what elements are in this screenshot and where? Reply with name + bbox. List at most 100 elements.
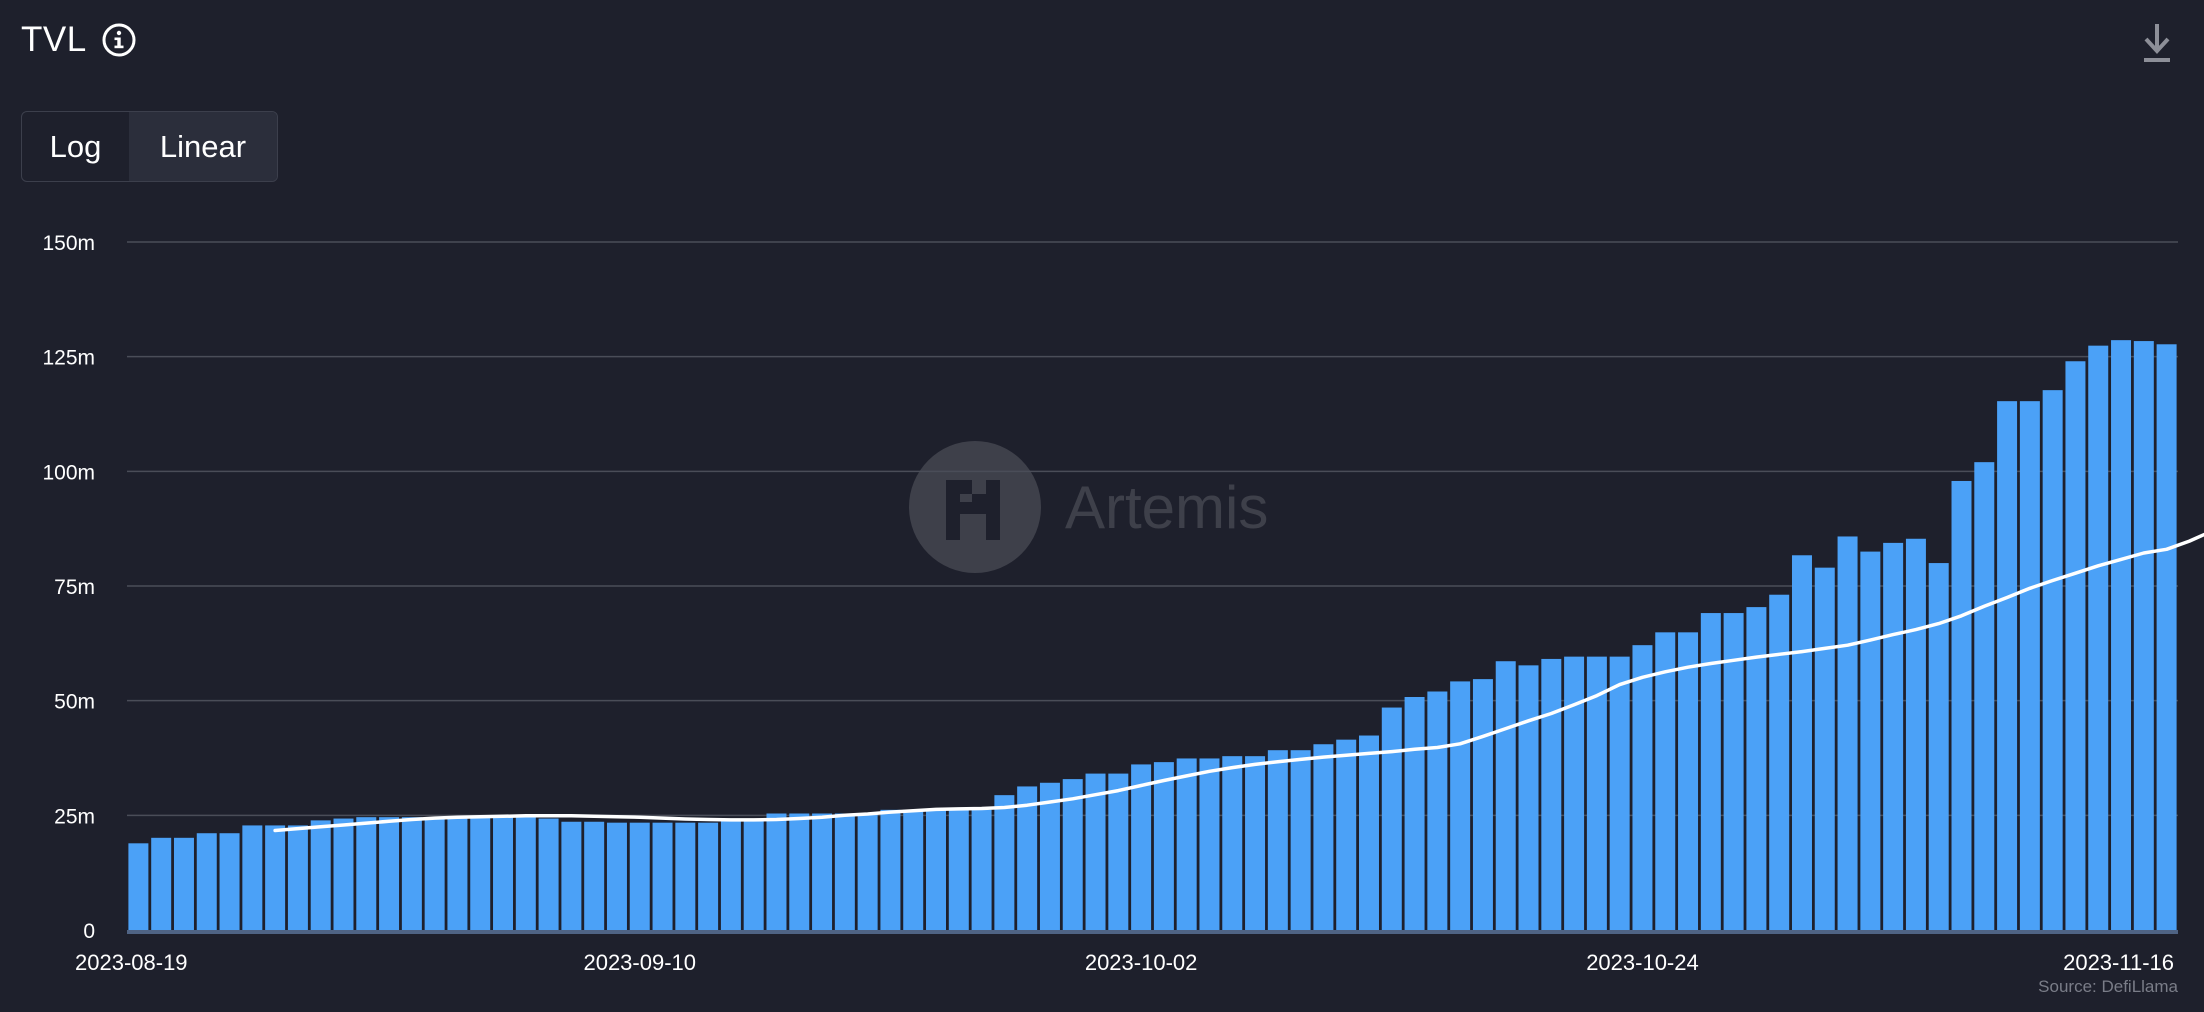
bar[interactable] <box>1974 462 1995 930</box>
bar[interactable] <box>1791 555 1812 930</box>
bar[interactable] <box>1883 542 1904 930</box>
info-icon[interactable] <box>101 22 137 58</box>
bar[interactable] <box>1541 658 1562 930</box>
bar[interactable] <box>1928 563 1949 930</box>
bar[interactable] <box>1108 773 1129 930</box>
bar[interactable] <box>926 809 946 930</box>
bar[interactable] <box>470 816 491 930</box>
bar[interactable] <box>1131 764 1152 930</box>
bar[interactable] <box>1837 536 1858 930</box>
bar[interactable] <box>1700 613 1721 930</box>
source-label: Source: DefiLlama <box>2038 977 2178 996</box>
bar[interactable] <box>743 820 764 930</box>
bar[interactable] <box>2156 344 2177 930</box>
y-tick-label: 125m <box>42 347 95 370</box>
bar[interactable] <box>1245 756 1266 930</box>
bar[interactable] <box>1450 681 1471 930</box>
bar[interactable] <box>629 822 650 930</box>
bar[interactable] <box>1586 656 1607 930</box>
bar[interactable] <box>1039 782 1060 930</box>
bar[interactable] <box>971 809 992 930</box>
bar[interactable] <box>447 817 468 930</box>
bar[interactable] <box>1359 735 1379 930</box>
x-tick-label: 2023-10-02 <box>1085 950 1198 975</box>
bar[interactable] <box>424 817 445 930</box>
bar[interactable] <box>1860 551 1881 930</box>
bar[interactable] <box>356 817 377 930</box>
bar[interactable] <box>310 820 331 930</box>
grid-lines <box>127 241 2178 817</box>
bar[interactable] <box>1199 758 1220 930</box>
bar[interactable] <box>1336 739 1357 930</box>
linear-scale-button[interactable]: Linear <box>129 112 277 181</box>
bar[interactable] <box>1655 632 1676 930</box>
bar[interactable] <box>789 813 810 930</box>
bar[interactable] <box>219 833 240 930</box>
bar[interactable] <box>1176 758 1197 930</box>
bar[interactable] <box>242 825 263 930</box>
y-tick-label: 50m <box>54 691 95 714</box>
bar[interactable] <box>1495 661 1516 930</box>
bar[interactable] <box>994 795 1015 930</box>
bar[interactable] <box>401 817 422 930</box>
bar[interactable] <box>2133 341 2154 930</box>
bar[interactable] <box>561 821 582 930</box>
bar[interactable] <box>948 809 969 930</box>
bar[interactable] <box>493 816 514 930</box>
bar[interactable] <box>1814 567 1835 930</box>
bar[interactable] <box>287 825 308 930</box>
download-icon[interactable] <box>2140 24 2174 64</box>
bar[interactable] <box>606 822 627 930</box>
bar[interactable] <box>515 816 536 930</box>
bar[interactable] <box>265 825 286 930</box>
bar[interactable] <box>698 822 719 930</box>
bar[interactable] <box>1427 691 1448 930</box>
bar[interactable] <box>538 818 559 930</box>
bar[interactable] <box>196 833 217 930</box>
bar[interactable] <box>720 820 741 930</box>
bar[interactable] <box>675 822 696 930</box>
bar[interactable] <box>1997 401 2018 930</box>
bar[interactable] <box>1404 696 1425 930</box>
bar[interactable] <box>1062 779 1083 930</box>
bar[interactable] <box>1769 594 1790 930</box>
bar[interactable] <box>1472 679 1493 930</box>
bar[interactable] <box>128 843 149 930</box>
bar[interactable] <box>1609 656 1630 930</box>
bar[interactable] <box>1518 665 1539 930</box>
bar[interactable] <box>1723 613 1744 930</box>
bar[interactable] <box>2065 361 2086 931</box>
bar[interactable] <box>1678 632 1699 930</box>
bar[interactable] <box>1313 744 1334 930</box>
bar[interactable] <box>1085 773 1106 930</box>
bar[interactable] <box>1564 656 1585 930</box>
bar[interactable] <box>834 813 855 930</box>
bar[interactable] <box>333 818 354 930</box>
bar[interactable] <box>1153 762 1174 930</box>
bar[interactable] <box>584 821 605 930</box>
bar[interactable] <box>1222 756 1243 930</box>
bar[interactable] <box>652 822 673 930</box>
bar[interactable] <box>1290 750 1311 930</box>
bar[interactable] <box>1951 480 1972 930</box>
bar[interactable] <box>2042 390 2063 931</box>
bar[interactable] <box>857 813 878 930</box>
bar[interactable] <box>1905 538 1926 930</box>
bar[interactable] <box>766 813 787 930</box>
bar[interactable] <box>812 813 833 930</box>
bar[interactable] <box>1017 786 1038 930</box>
bar[interactable] <box>173 837 194 930</box>
bar[interactable] <box>1381 707 1402 930</box>
bar[interactable] <box>2088 345 2109 930</box>
bar[interactable] <box>903 809 924 930</box>
bar[interactable] <box>151 837 172 930</box>
bar[interactable] <box>1632 645 1653 930</box>
bar[interactable] <box>880 809 901 930</box>
bar[interactable] <box>1746 607 1767 930</box>
bar[interactable] <box>2111 340 2132 930</box>
log-scale-button[interactable]: Log <box>49 128 102 164</box>
bar[interactable] <box>2019 401 2040 930</box>
line-series <box>273 532 2204 833</box>
bar[interactable] <box>1267 750 1288 930</box>
bar[interactable] <box>379 817 400 930</box>
